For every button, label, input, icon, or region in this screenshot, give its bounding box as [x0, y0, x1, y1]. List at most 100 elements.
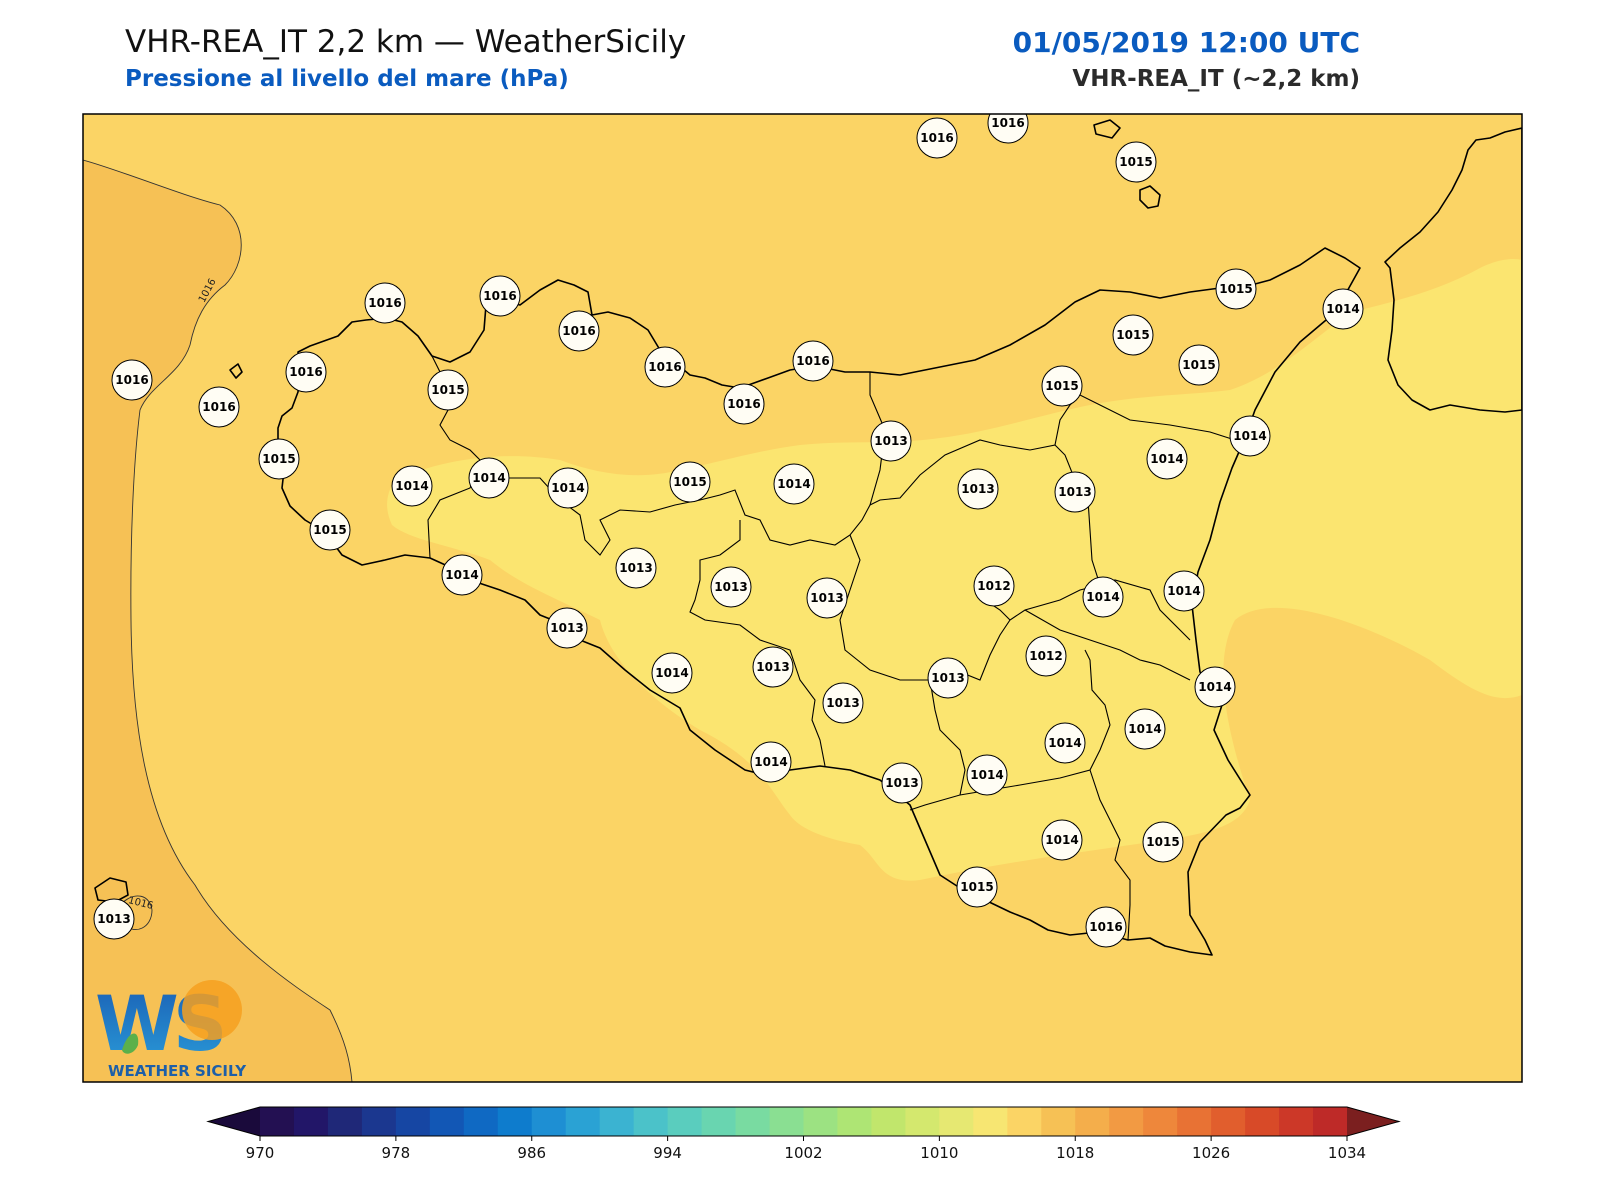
- coastline-sicily: [277, 247, 1361, 956]
- station-marker: 1016: [987, 114, 1029, 144]
- station-marker: 1015: [1041, 365, 1083, 407]
- station-marker: 1013: [957, 468, 999, 510]
- colorbar-over-arrow: [1347, 1107, 1399, 1136]
- station-value: 1014: [1326, 302, 1359, 316]
- station-marker: 1016: [479, 275, 521, 317]
- coastline-calabria: [1384, 127, 1522, 413]
- station-value: 1015: [673, 475, 706, 489]
- colorbar-bin: [293, 1107, 329, 1136]
- station-marker: 1013: [546, 607, 588, 649]
- station-value: 1013: [756, 660, 789, 674]
- station-marker: 1014: [1082, 576, 1124, 618]
- station-value: 1016: [115, 373, 148, 387]
- map-subtitle: Pressione al livello del mare (hPa): [125, 66, 569, 92]
- colorbar-bin: [260, 1107, 295, 1136]
- colorbar-bin: [973, 1107, 1008, 1136]
- station-value: 1014: [395, 479, 428, 493]
- station-marker: 1016: [558, 310, 600, 352]
- station-value: 1014: [1198, 680, 1231, 694]
- station-marker: 1013: [881, 762, 923, 804]
- station-marker: 1012: [1025, 635, 1067, 677]
- station-value: 1016: [483, 289, 516, 303]
- station-marker: 1016: [364, 282, 406, 324]
- colorbar-bin: [1075, 1107, 1110, 1136]
- colorbar-bin: [905, 1107, 940, 1136]
- station-marker: 1015: [956, 866, 998, 908]
- station-marker: 1014: [1044, 722, 1086, 764]
- colorbar-bin: [361, 1107, 397, 1136]
- station-value: 1013: [961, 482, 994, 496]
- station-value: 1015: [960, 880, 993, 894]
- station-value: 1014: [1233, 429, 1266, 443]
- station-marker: 1016: [198, 386, 240, 428]
- station-marker: 1015: [1142, 821, 1184, 863]
- map-title: VHR-REA_IT 2,2 km — WeatherSicily: [125, 24, 687, 60]
- station-marker: 1014: [1163, 570, 1205, 612]
- station-value: 1016: [991, 116, 1024, 130]
- station-value: 1015: [1182, 358, 1215, 372]
- map-frame: [82, 113, 1523, 1083]
- station-marker: 1014: [1146, 438, 1188, 480]
- station-value: 1016: [727, 397, 760, 411]
- colorbar-bin: [803, 1107, 839, 1136]
- colorbar-under-arrow: [208, 1107, 260, 1136]
- colorbar: 970 978 986 994 1002 1010 1018 1026 1034: [206, 1106, 1401, 1162]
- station-value: 1013: [619, 561, 652, 575]
- station-marker: 1014: [773, 463, 815, 505]
- colorbar-bin: [769, 1107, 805, 1136]
- weathersicily-logo: WS . WEATHER SICILY: [95, 979, 247, 1080]
- station-value: 1015: [1219, 282, 1252, 296]
- station-marker: 1015: [1112, 314, 1154, 356]
- colorbar-bin: [871, 1107, 907, 1136]
- station-value: 1016: [202, 400, 235, 414]
- station-marker: 1013: [93, 898, 135, 940]
- colorbar-bin: [735, 1107, 771, 1136]
- station-value: 1015: [1045, 379, 1078, 393]
- station-value: 1016: [920, 131, 953, 145]
- colorbar-bin: [1245, 1107, 1280, 1136]
- station-marker: 1016: [723, 383, 765, 425]
- station-marker: 1013: [927, 657, 969, 699]
- station-marker: 1016: [1085, 906, 1127, 948]
- station-marker: 1016: [285, 351, 327, 393]
- station-value: 1016: [368, 296, 401, 310]
- colorbar-bin: [327, 1107, 363, 1136]
- logo-leaf-icon: [122, 1033, 139, 1054]
- station-marker: 1015: [1115, 141, 1157, 183]
- station-value: 1013: [550, 621, 583, 635]
- station-marker: 1012: [973, 565, 1015, 607]
- station-value: 1014: [1045, 833, 1078, 847]
- station-value: 1014: [1167, 584, 1200, 598]
- station-value: 1014: [445, 568, 478, 582]
- station-value: 1014: [1128, 722, 1161, 736]
- station-marker: 1014: [1041, 819, 1083, 861]
- colorbar-bin: [837, 1107, 873, 1136]
- colorbar-bin: [1109, 1107, 1144, 1136]
- station-marker: 1014: [1194, 666, 1236, 708]
- station-value: 1013: [714, 580, 747, 594]
- station-marker: 1014: [391, 465, 433, 507]
- station-marker: 1015: [1178, 344, 1220, 386]
- station-marker: 1015: [258, 438, 300, 480]
- colorbar-bin: [531, 1107, 567, 1136]
- colorbar-tick-label: 1002: [784, 1144, 822, 1162]
- station-marker: 1014: [1229, 415, 1271, 457]
- island-alicudi: [1093, 119, 1121, 139]
- colorbar-bin: [565, 1107, 601, 1136]
- station-value: 1013: [1058, 485, 1091, 499]
- datetime-label: 01/05/2019 12:00 UTC: [1012, 26, 1360, 59]
- colorbar-bin: [1007, 1107, 1042, 1136]
- colorbar-bin: [701, 1107, 737, 1136]
- colorbar-tick-label: 1018: [1056, 1144, 1094, 1162]
- station-value: 1015: [1146, 835, 1179, 849]
- colorbar-bin: [1279, 1107, 1314, 1136]
- colorbar-tick-label: 1026: [1192, 1144, 1230, 1162]
- station-marker: 1014: [966, 754, 1008, 796]
- colorbar-tick-label: 970: [246, 1144, 275, 1162]
- colorbar-bin: [939, 1107, 974, 1136]
- station-value: 1013: [931, 671, 964, 685]
- colorbar-bin: [1143, 1107, 1178, 1136]
- station-value: 1013: [810, 591, 843, 605]
- station-marker: 1013: [822, 682, 864, 724]
